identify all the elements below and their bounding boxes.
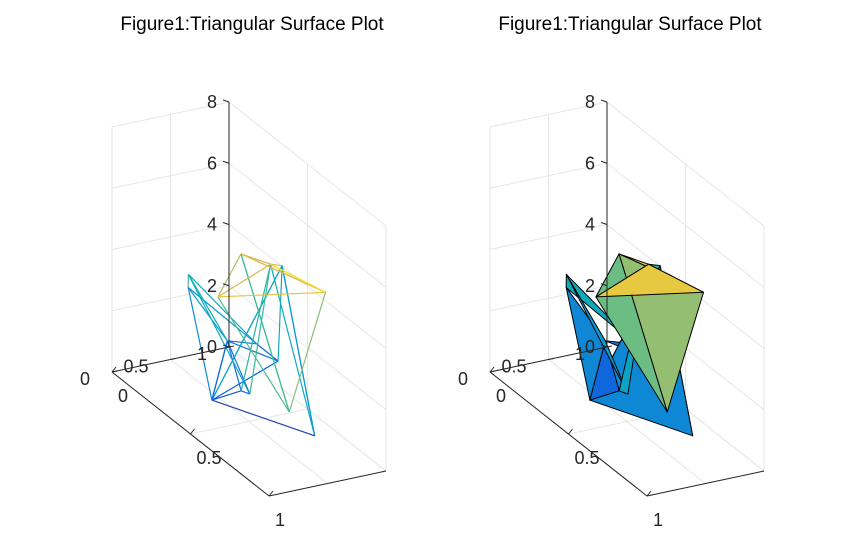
faceted-surface [565, 253, 704, 437]
mesh-edge [211, 340, 228, 401]
z-tick-label: 8 [585, 92, 595, 112]
mesh-edge [288, 292, 327, 413]
z-tick-mark [222, 160, 230, 164]
x-tick-label: 1 [653, 510, 663, 530]
x-tick-mark [646, 490, 652, 497]
grid-lines [111, 101, 387, 497]
z-grid-line [111, 346, 387, 472]
mesh-edge [270, 263, 283, 267]
x-tick-mark [190, 428, 195, 435]
mesh-edge [187, 274, 228, 342]
axis-lines [111, 99, 387, 497]
y-tick-label: 0.5 [501, 357, 526, 377]
z-tick-label: 2 [585, 276, 595, 296]
mesh-edge [217, 291, 326, 298]
mesh-edge [227, 340, 279, 362]
mesh-edge [269, 264, 316, 436]
y-tick-mark [489, 370, 496, 373]
z-tick-mark [600, 222, 608, 225]
z-tick-label: 4 [585, 215, 595, 235]
y-tick-label: 0 [458, 369, 468, 389]
y-axis-line [268, 470, 387, 497]
y-tick-label: 0.5 [123, 357, 148, 377]
x-tick-mark [489, 366, 495, 373]
surface-face [589, 340, 620, 401]
z-tick-label: 0 [585, 337, 595, 357]
z-tick-mark [600, 283, 608, 287]
x-tick-label: 0.5 [197, 448, 222, 468]
y-grid-floor [548, 359, 706, 484]
mesh-edge [240, 264, 272, 391]
mesh-edge [240, 253, 290, 413]
y-tick-mark [606, 345, 613, 348]
mesh-edge [211, 360, 279, 401]
surface-face [595, 263, 704, 298]
mesh-edge [226, 340, 242, 391]
surface-face [565, 273, 629, 395]
y-tick-mark [228, 345, 235, 348]
z-tick-mark [600, 160, 608, 164]
z-tick-label: 4 [207, 215, 217, 235]
y-tick-label: 0 [80, 369, 90, 389]
mesh-edge [217, 296, 290, 413]
z-tick-mark [222, 99, 230, 103]
z-tick-label: 8 [207, 92, 217, 112]
mesh-edge [211, 390, 242, 401]
z-tick-mark [222, 222, 230, 225]
z-tick-label: 2 [207, 276, 217, 296]
mesh-edge [187, 287, 228, 342]
mesh-edge [211, 399, 315, 437]
chart-title: Figure1:Triangular Surface Plot [120, 14, 384, 35]
mesh-edge [187, 274, 251, 395]
y-tick-mark [548, 358, 554, 360]
x-tick-mark [111, 366, 117, 373]
z-grid-line [489, 101, 765, 227]
mesh-edge [226, 340, 251, 395]
mesh-edge [240, 390, 251, 395]
x-tick-label: 0.5 [575, 448, 600, 468]
wireframe-mesh [187, 253, 327, 437]
z-grid-line [111, 162, 387, 288]
x-tick-label: 0 [496, 386, 506, 406]
z-tick-mark [222, 283, 230, 287]
y-axis-line [646, 470, 765, 497]
mesh-edge [187, 287, 213, 401]
z-grid-line [111, 101, 387, 227]
x-tick-mark [268, 490, 274, 497]
z-tick-label: 6 [585, 153, 595, 173]
mesh-edge [187, 273, 257, 345]
z-tick-label: 6 [207, 153, 217, 173]
chart-title: Figure1:Triangular Surface Plot [498, 14, 762, 35]
mesh-edge [211, 265, 283, 401]
mesh-edge [249, 264, 272, 395]
z-tick-mark [600, 344, 608, 348]
y-tick-mark [170, 358, 176, 360]
z-tick-mark [222, 344, 230, 348]
z-tick-label: 0 [207, 337, 217, 357]
mesh-edge [240, 253, 326, 293]
mesh-edge [217, 263, 271, 298]
y-tick-mark [111, 370, 118, 373]
mesh-edge [277, 265, 283, 362]
x-tick-label: 0 [118, 386, 128, 406]
x-tick-label: 1 [275, 510, 285, 530]
x-tick-mark [568, 428, 573, 435]
y-grid-floor [170, 359, 328, 484]
y-tick-label: 1 [575, 344, 585, 364]
axis-lines [489, 99, 765, 497]
mesh-edge [256, 343, 279, 362]
mesh-edge [281, 265, 316, 436]
mesh-edge [270, 263, 326, 293]
y-tick-label: 1 [197, 344, 207, 364]
z-tick-mark [600, 99, 608, 103]
